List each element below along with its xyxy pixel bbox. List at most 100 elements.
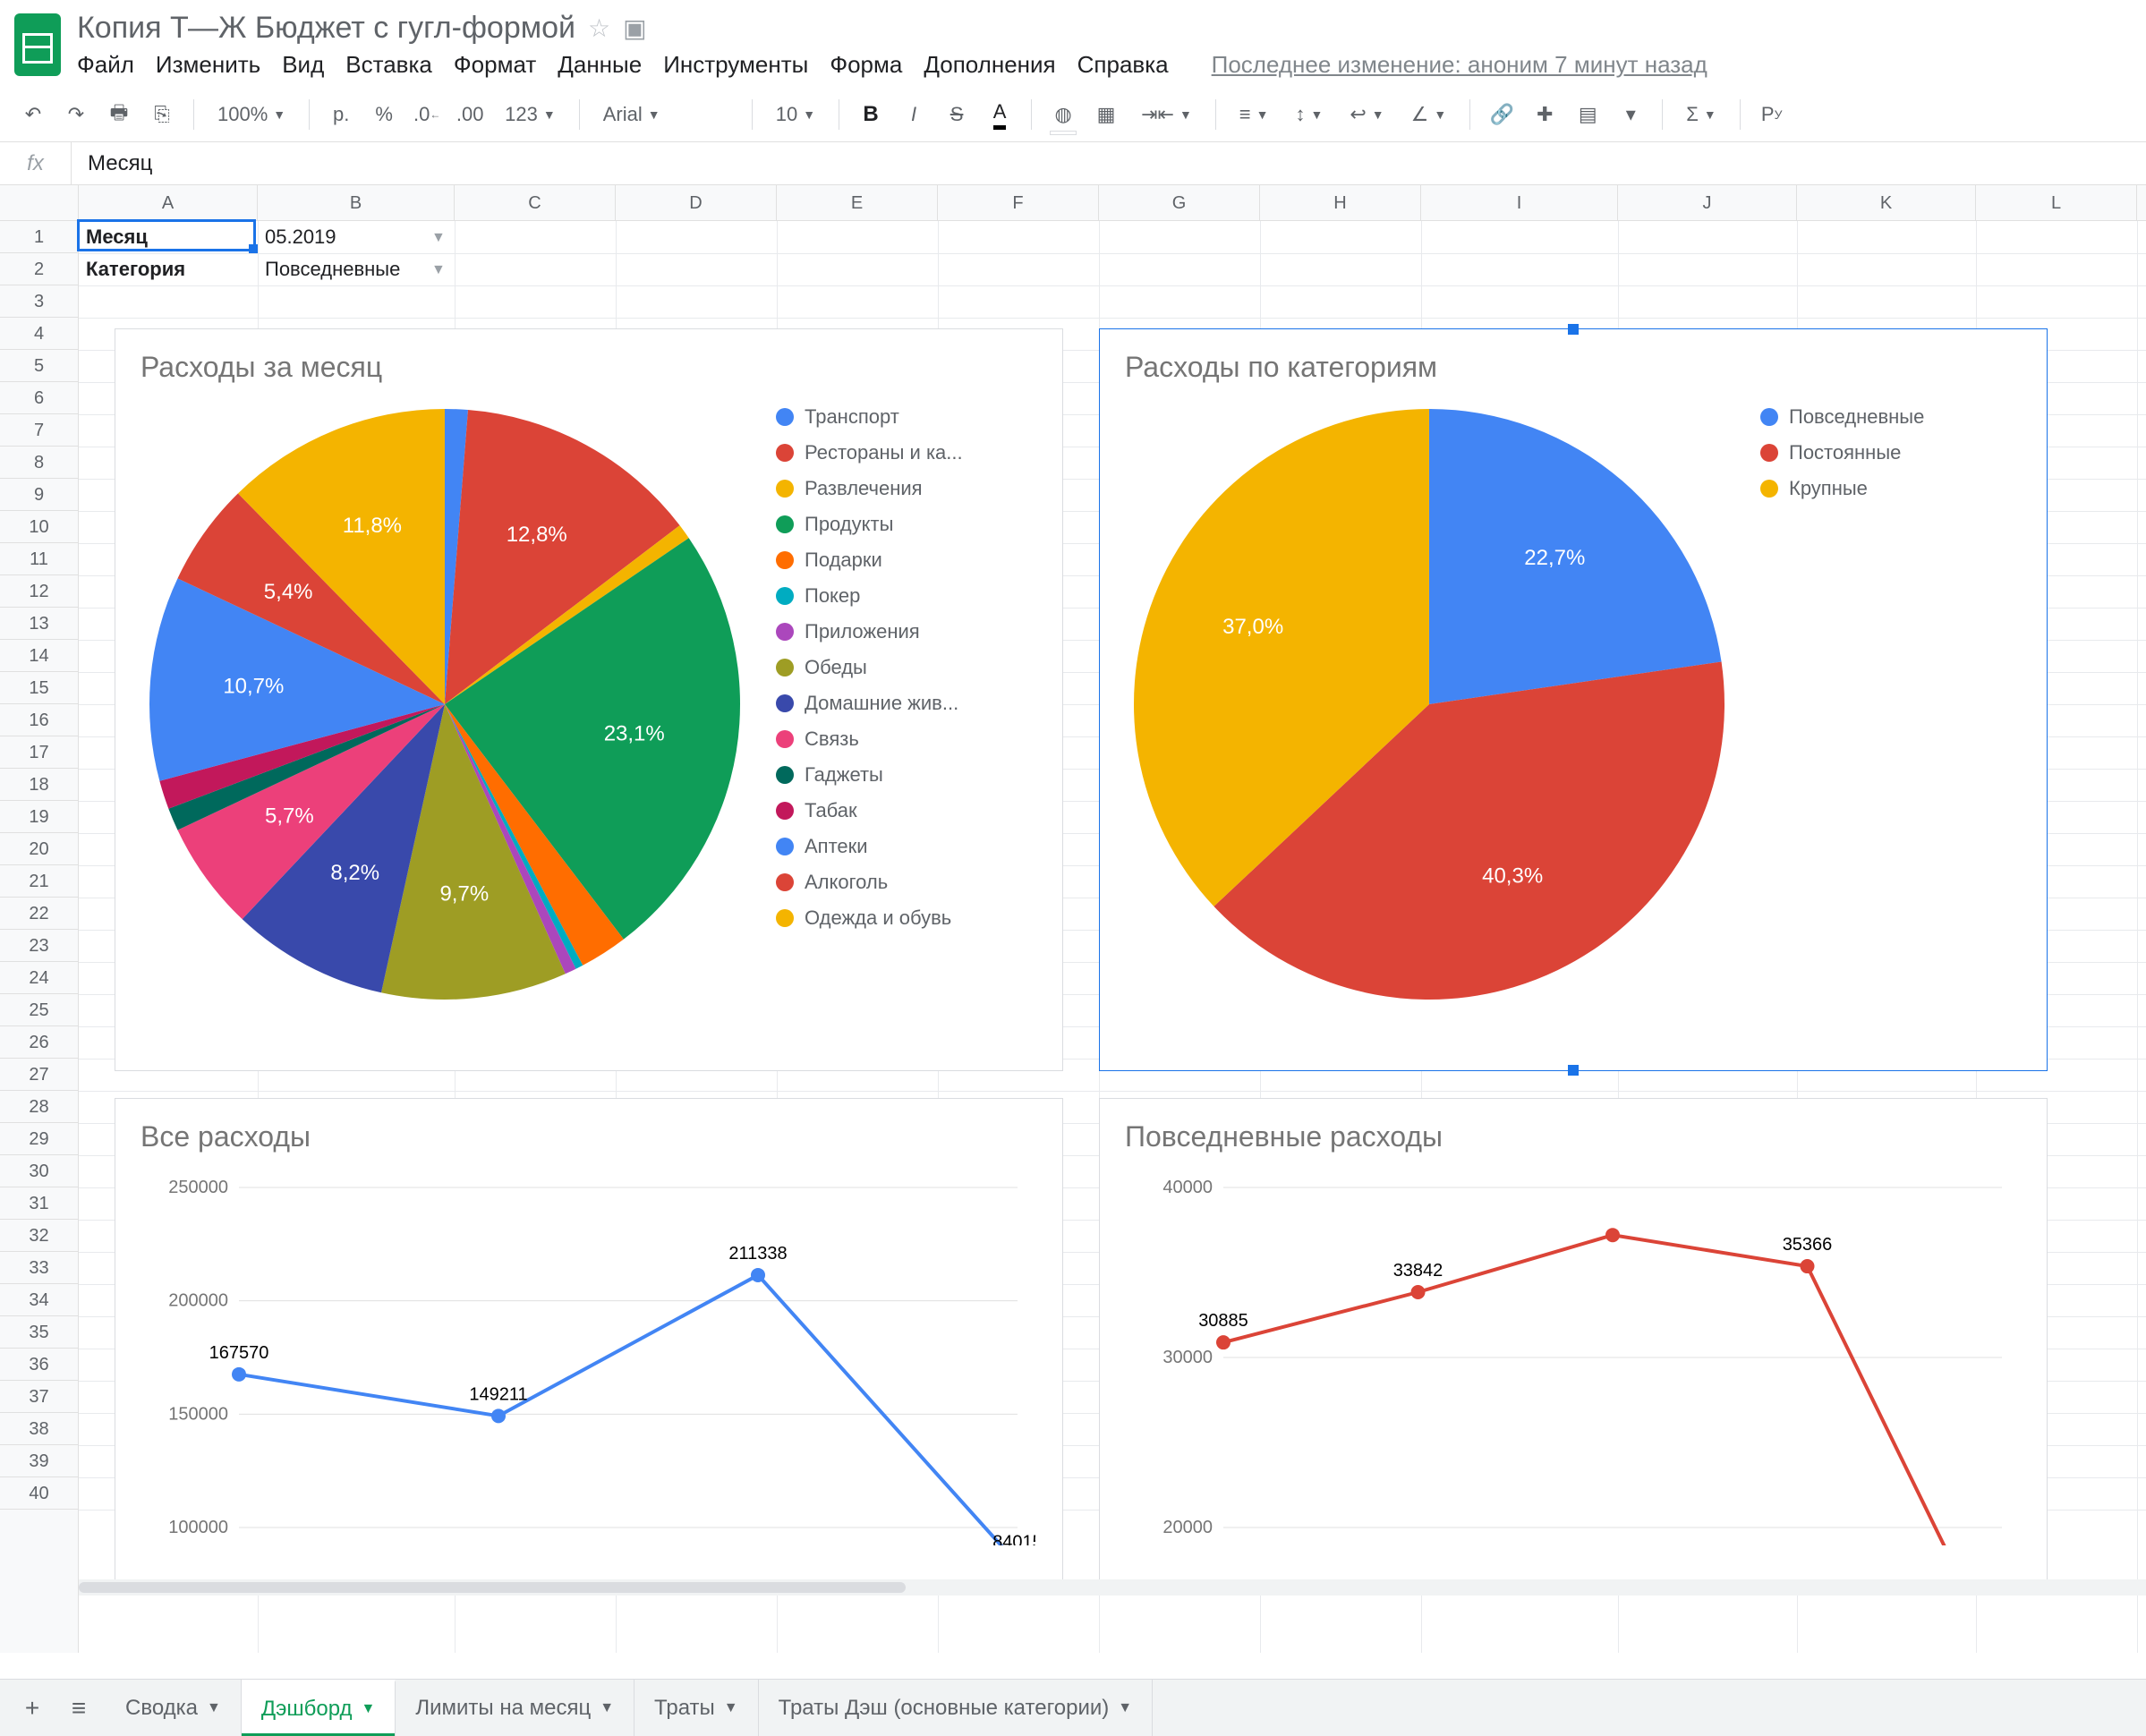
caret-icon[interactable]: ▼ (724, 1700, 738, 1716)
print-button[interactable]: 🖶 (102, 97, 136, 132)
fill-color-button[interactable]: ◍ (1046, 97, 1080, 132)
col-header-B[interactable]: B (258, 185, 455, 220)
menu-Вставка[interactable]: Вставка (345, 51, 432, 79)
menu-Вид[interactable]: Вид (282, 51, 324, 79)
currency-button[interactable]: р. (324, 97, 358, 132)
strike-button[interactable]: S (940, 97, 974, 132)
row-header-30[interactable]: 30 (0, 1155, 78, 1187)
row-header-7[interactable]: 7 (0, 414, 78, 447)
row-header-38[interactable]: 38 (0, 1413, 78, 1445)
row-header-37[interactable]: 37 (0, 1381, 78, 1413)
cell-A2[interactable]: Категория (79, 253, 258, 285)
row-header-13[interactable]: 13 (0, 608, 78, 640)
caret-icon[interactable]: ▼ (362, 1701, 376, 1717)
locale-button[interactable]: РУ (1755, 97, 1789, 132)
col-header-A[interactable]: A (79, 185, 258, 220)
add-sheet-button[interactable]: + (13, 1689, 52, 1728)
menu-Форма[interactable]: Форма (830, 51, 902, 79)
row-header-19[interactable]: 19 (0, 801, 78, 833)
select-all-corner[interactable] (0, 185, 79, 220)
all-sheets-button[interactable]: ≡ (59, 1689, 98, 1728)
paint-format-button[interactable]: ⎘ (145, 97, 179, 132)
chart-button[interactable]: ▤ (1571, 97, 1605, 132)
caret-icon[interactable]: ▼ (1118, 1700, 1132, 1716)
col-header-I[interactable]: I (1421, 185, 1618, 220)
spreadsheet-grid[interactable]: ABCDEFGHIJKL 123456789101112131415161718… (0, 185, 2146, 1653)
horizontal-scrollbar[interactable] (79, 1579, 2146, 1596)
row-header-12[interactable]: 12 (0, 575, 78, 608)
row-header-40[interactable]: 40 (0, 1477, 78, 1510)
row-header-39[interactable]: 39 (0, 1445, 78, 1477)
folder-icon[interactable]: ▣ (623, 13, 646, 43)
merge-button[interactable]: ⇥⇤▼ (1132, 97, 1201, 132)
chart-card[interactable]: Расходы по категориям22,7%40,3%37,0%Повс… (1099, 328, 2048, 1071)
halign-button[interactable]: ≡▼ (1231, 97, 1278, 132)
functions-button[interactable]: Σ▼ (1677, 97, 1724, 132)
row-header-8[interactable]: 8 (0, 447, 78, 479)
sheet-tab-Траты Дэш (основные категории)[interactable]: Траты Дэш (основные категории)▼ (759, 1680, 1154, 1736)
row-header-25[interactable]: 25 (0, 994, 78, 1026)
row-header-26[interactable]: 26 (0, 1026, 78, 1059)
filter-button[interactable]: ▾ (1614, 97, 1648, 132)
sheet-tab-Лимиты на месяц[interactable]: Лимиты на месяц▼ (396, 1680, 634, 1736)
chart-card[interactable]: Расходы за месяц12,8%23,1%9,7%8,2%5,7%10… (115, 328, 1063, 1071)
sheet-tab-Траты[interactable]: Траты▼ (634, 1680, 759, 1736)
inc-decimal-button[interactable]: .00 (453, 97, 487, 132)
star-icon[interactable]: ☆ (588, 13, 610, 43)
cell-B1[interactable]: 05.2019 (258, 221, 455, 253)
row-header-15[interactable]: 15 (0, 672, 78, 704)
percent-button[interactable]: % (367, 97, 401, 132)
row-header-35[interactable]: 35 (0, 1316, 78, 1349)
zoom-dropdown[interactable]: 100%▼ (209, 97, 294, 132)
row-header-32[interactable]: 32 (0, 1220, 78, 1252)
dec-decimal-button[interactable]: .0← (410, 97, 444, 132)
menu-Справка[interactable]: Справка (1077, 51, 1169, 79)
row-header-16[interactable]: 16 (0, 704, 78, 736)
row-header-29[interactable]: 29 (0, 1123, 78, 1155)
formula-input[interactable]: Месяц (72, 151, 152, 176)
menu-Файл[interactable]: Файл (77, 51, 134, 79)
col-header-F[interactable]: F (938, 185, 1099, 220)
row-header-2[interactable]: 2 (0, 253, 78, 285)
menu-Формат[interactable]: Формат (454, 51, 536, 79)
cell-dropdown-B1[interactable]: ▼ (431, 230, 446, 246)
row-header-24[interactable]: 24 (0, 962, 78, 994)
wrap-button[interactable]: ↩▼ (1341, 97, 1392, 132)
row-header-23[interactable]: 23 (0, 930, 78, 962)
row-header-28[interactable]: 28 (0, 1091, 78, 1123)
valign-button[interactable]: ↕▼ (1287, 97, 1333, 132)
row-header-31[interactable]: 31 (0, 1187, 78, 1220)
bold-button[interactable]: B (854, 97, 888, 132)
rotate-button[interactable]: ∠▼ (1402, 97, 1456, 132)
row-header-34[interactable]: 34 (0, 1284, 78, 1316)
row-header-5[interactable]: 5 (0, 350, 78, 382)
row-header-11[interactable]: 11 (0, 543, 78, 575)
col-header-E[interactable]: E (777, 185, 938, 220)
sheets-logo-icon[interactable] (14, 13, 61, 76)
caret-icon[interactable]: ▼ (600, 1700, 614, 1716)
cell-A1[interactable]: Месяц (79, 221, 258, 253)
font-dropdown[interactable]: Arial▼ (594, 97, 737, 132)
row-header-3[interactable]: 3 (0, 285, 78, 318)
cells-canvas[interactable]: Месяц05.2019КатегорияПовседневные▼▼Расхо… (79, 221, 2146, 1653)
italic-button[interactable]: I (897, 97, 931, 132)
borders-button[interactable]: ▦ (1089, 97, 1123, 132)
menu-Дополнения[interactable]: Дополнения (924, 51, 1055, 79)
row-header-18[interactable]: 18 (0, 769, 78, 801)
row-header-36[interactable]: 36 (0, 1349, 78, 1381)
undo-button[interactable]: ↶ (16, 97, 50, 132)
text-color-button[interactable]: A (983, 97, 1017, 132)
last-edit-link[interactable]: Последнее изменение: аноним 7 минут наза… (1212, 51, 1707, 79)
row-header-22[interactable]: 22 (0, 898, 78, 930)
row-header-1[interactable]: 1 (0, 221, 78, 253)
col-header-G[interactable]: G (1099, 185, 1260, 220)
row-header-6[interactable]: 6 (0, 382, 78, 414)
cell-B2[interactable]: Повседневные (258, 253, 455, 285)
chart-card[interactable]: Повседневные расходы20000300004000030885… (1099, 1098, 2048, 1581)
cell-dropdown-B2[interactable]: ▼ (431, 262, 446, 278)
link-button[interactable]: 🔗 (1485, 97, 1519, 132)
comment-button[interactable]: ✚ (1528, 97, 1562, 132)
col-header-K[interactable]: K (1797, 185, 1976, 220)
row-header-20[interactable]: 20 (0, 833, 78, 865)
menu-Изменить[interactable]: Изменить (156, 51, 260, 79)
